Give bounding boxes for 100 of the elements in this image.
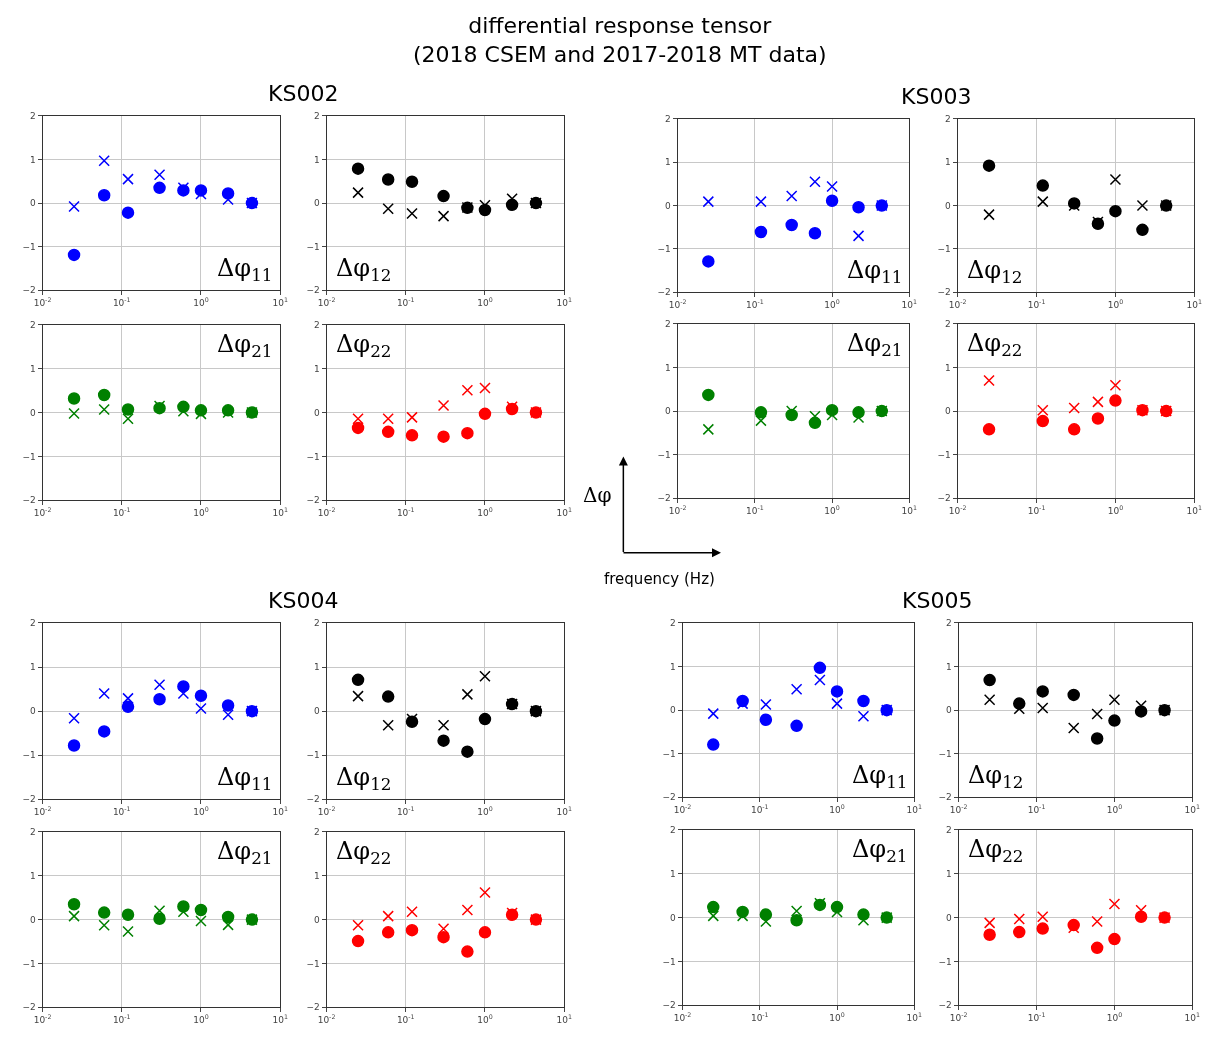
y-tick-label: 2 [29,111,36,122]
x-tick-label: 10$^{1}$ [272,1013,288,1026]
point [195,915,207,927]
y-tick-label: 1 [29,870,36,881]
y-tick-label: 2 [29,618,36,629]
point [97,725,111,738]
y-tick-label: 1 [314,662,320,673]
point [830,685,844,698]
y-tick-label: 2 [314,111,320,122]
point [1108,932,1121,946]
x-tick-label: 10$^{1}$ [1186,298,1203,311]
y-tick-label: −2 [937,287,951,298]
point [222,919,234,931]
y-tick-label: 1 [29,154,36,165]
x-tick-label: 10$^{1}$ [906,1011,922,1024]
point [478,407,492,421]
y-tick-label: 0 [314,706,320,717]
y-tick-label: 0 [314,198,320,209]
y-tick-label: 0 [946,912,953,923]
text: KS005 [902,588,973,613]
point [121,700,135,713]
x-tick-label: 10$^{-2}$ [33,506,52,518]
y-tick-label: −1 [22,750,36,761]
annotation: Δφ$_{12}$ [967,256,1023,288]
point [1036,922,1049,935]
point [98,403,110,416]
x-tick-label: 10$^{-1}$ [1027,803,1046,816]
point [760,698,772,711]
y-tick-label: 0 [669,705,676,716]
annotation: Δφ$_{11}$ [852,761,908,793]
text: differential response tensor (2018 CSEM and 2017-2018 MT data) [413,13,827,67]
point [857,694,870,708]
point [1108,898,1121,910]
annotation: Δφ$_{21}$ [847,329,903,361]
y-tick-label: −1 [938,956,952,967]
point [382,910,394,922]
annotation: Δφ$_{22}$ [336,837,392,869]
y-tick-label: 1 [29,363,36,374]
y-tick-label: −2 [937,493,951,504]
x-tick-label: 10$^{0}$ [477,1013,493,1026]
x-tick-label: 10$^{-1}$ [112,296,131,309]
point [831,697,843,710]
y-tick-label: 2 [665,114,671,125]
point [479,886,491,899]
y-tick-label: 2 [946,825,952,836]
x-tick-label: 10$^{0}$ [193,296,209,309]
y-tick-label: −2 [938,792,952,803]
y-tick-label: 2 [945,319,951,330]
y-tick-label: −2 [657,493,671,504]
x-tick-label: 10$^{-1}$ [396,1013,415,1026]
x-tick-label: 10$^{-2}$ [317,805,336,818]
x-tick-label: 10$^{-1}$ [750,803,769,816]
x-tick-label: 10$^{-2}$ [33,1013,52,1026]
point [195,702,207,715]
x-tick-label: 10$^{-2}$ [317,506,336,518]
y-tick-label: 2 [669,618,676,629]
x-tick-label: 10$^{0}$ [829,803,845,816]
x-tick-label: 10$^{-1}$ [1027,298,1046,311]
y-tick-label: −2 [22,285,36,296]
y-tick-label: −1 [937,244,951,255]
annotation: Δφ$_{12}$ [336,254,392,286]
x-tick-label: 10$^{0}$ [477,506,493,518]
y-tick-label: 1 [946,661,952,672]
annotation: Δφ$_{12}$ [968,761,1024,793]
x-tick-label: 10$^{0}$ [1106,803,1123,816]
annotation: Δφ$_{11}$ [217,763,273,795]
point [1013,913,1026,925]
x-tick-label: 10$^{-1}$ [396,296,415,309]
point [97,388,111,402]
point [121,908,135,922]
y-tick-label: −1 [306,451,320,462]
y-tick-label: 1 [314,154,320,165]
y-tick-label: 2 [946,618,952,629]
annotation: Δφ$_{12}$ [336,763,392,795]
y-tick-label: 0 [945,200,952,211]
y-tick-label: −2 [306,794,320,805]
point [1108,693,1121,706]
y-tick-label: 1 [665,362,671,373]
point [405,923,419,937]
point [98,155,110,167]
y-tick-label: 1 [314,870,320,881]
y-tick-label: −2 [306,285,320,296]
y-tick-label: 2 [665,319,671,330]
point [194,689,208,702]
x-tick-label: 10$^{1}$ [1184,803,1201,816]
x-tick-label: 10$^{-1}$ [745,298,764,311]
x-tick-label: 10$^{0}$ [824,504,840,516]
x-tick-label: 10$^{1}$ [272,506,288,518]
point [478,926,492,939]
y-tick-label: 1 [669,868,676,879]
x-tick-label: 10$^{-1}$ [745,504,764,516]
y-tick-label: −2 [306,1002,320,1013]
x-tick-label: 10$^{-2}$ [948,298,967,311]
annotation: Δφ$_{11}$ [217,254,273,286]
point [406,411,418,424]
text: frequency (Hz) [604,570,715,588]
point [759,713,773,726]
y-tick-label: 0 [665,200,672,211]
x-tick-label: 10$^{1}$ [901,504,918,516]
point [381,926,395,939]
